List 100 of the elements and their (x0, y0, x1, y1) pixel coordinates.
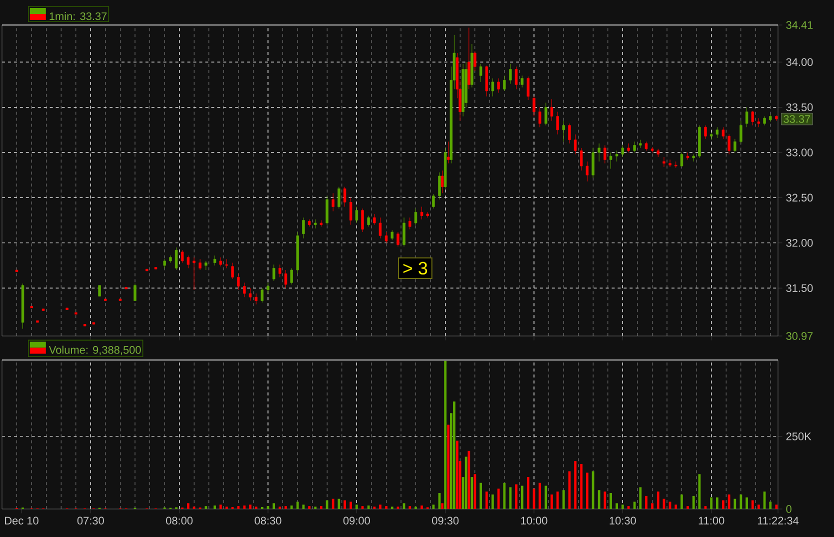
bar (515, 484, 518, 509)
y-tick-label: 32.00 (786, 239, 813, 247)
bar (509, 487, 512, 509)
candlestick (440, 170, 444, 194)
candlestick (509, 64, 512, 84)
candlestick (745, 107, 748, 128)
bar (538, 482, 542, 509)
candlestick (615, 150, 618, 162)
candlestick (446, 141, 450, 164)
candlestick (332, 192, 334, 212)
candlestick (432, 194, 435, 209)
candlestick (284, 270, 288, 288)
bar (722, 500, 724, 509)
bar (716, 497, 718, 509)
bar (243, 506, 246, 509)
y-tick-label: 34.41 (786, 21, 813, 29)
bar (468, 450, 470, 509)
candlestick (514, 66, 518, 90)
candlestick (574, 134, 577, 155)
bar (420, 506, 423, 509)
candlestick (751, 110, 754, 126)
bar (485, 492, 488, 509)
candlestick (314, 219, 317, 229)
candlestick (163, 258, 166, 268)
x-tick-label: 11:00 (698, 516, 724, 525)
bar (692, 496, 695, 509)
bar (480, 482, 482, 509)
candlestick (520, 75, 524, 88)
candlestick (326, 196, 328, 226)
candlestick (644, 141, 648, 151)
bar (544, 486, 548, 509)
x-tick-label: 11:22:34 (758, 516, 799, 525)
bar (616, 503, 618, 509)
bar (757, 504, 760, 509)
bar (444, 360, 447, 509)
bar (639, 487, 642, 509)
candlestick (198, 258, 202, 270)
candlestick (763, 116, 766, 126)
bar (441, 503, 444, 509)
candlestick (219, 257, 222, 267)
candlestick (396, 232, 400, 247)
bar (769, 502, 772, 509)
bar (598, 490, 600, 509)
candlestick (503, 75, 506, 92)
y-tick-label: 33.00 (786, 148, 813, 156)
bar (550, 494, 553, 509)
candlestick (734, 138, 736, 153)
candlestick (716, 126, 719, 138)
candlestick (598, 143, 600, 162)
bar (526, 477, 530, 509)
candlestick (668, 159, 672, 168)
candlestick (378, 217, 382, 239)
candlestick (662, 156, 666, 168)
candlestick (254, 293, 258, 305)
bar (187, 503, 190, 509)
candlestick (550, 98, 554, 122)
candlestick (592, 148, 594, 178)
x-tick-label: 08:30 (254, 516, 282, 525)
candlestick (384, 232, 388, 244)
bar (379, 504, 382, 509)
x-tick-label: Dec 10 (5, 516, 38, 525)
bar (610, 493, 612, 509)
bar (520, 486, 524, 509)
bar (491, 494, 494, 509)
candlestick (704, 125, 707, 140)
x-tick-label: 10:00 (521, 516, 548, 525)
bar (284, 506, 287, 509)
x-tick-label: 08:00 (166, 516, 193, 525)
candlestick (740, 120, 742, 144)
bar (355, 504, 358, 509)
bar (775, 504, 778, 509)
bar (734, 498, 736, 509)
bar (464, 456, 468, 509)
bar (580, 464, 583, 509)
bar (710, 497, 713, 509)
candlestick (290, 268, 293, 285)
candlestick (402, 217, 406, 247)
bar (686, 506, 689, 509)
candlestick (349, 197, 352, 226)
bar (645, 496, 648, 509)
candlestick (373, 214, 376, 226)
bar (290, 506, 293, 509)
candlestick (491, 78, 494, 97)
candlestick (556, 112, 559, 135)
candlestick (180, 250, 184, 264)
bar (621, 504, 624, 509)
bar (586, 472, 588, 509)
x-tick-label: 09:00 (343, 516, 370, 525)
legend-label: Volume: 9,388,500 (48, 346, 141, 356)
candlestick (260, 288, 264, 303)
candlestick (338, 186, 340, 209)
annotation: > 3 (403, 262, 428, 275)
bar (249, 504, 252, 509)
bar (447, 424, 450, 509)
bar (456, 440, 458, 509)
bar (344, 500, 346, 509)
candlestick (213, 255, 216, 266)
bar (746, 497, 748, 509)
candlestick (225, 258, 228, 268)
bar (562, 490, 565, 509)
